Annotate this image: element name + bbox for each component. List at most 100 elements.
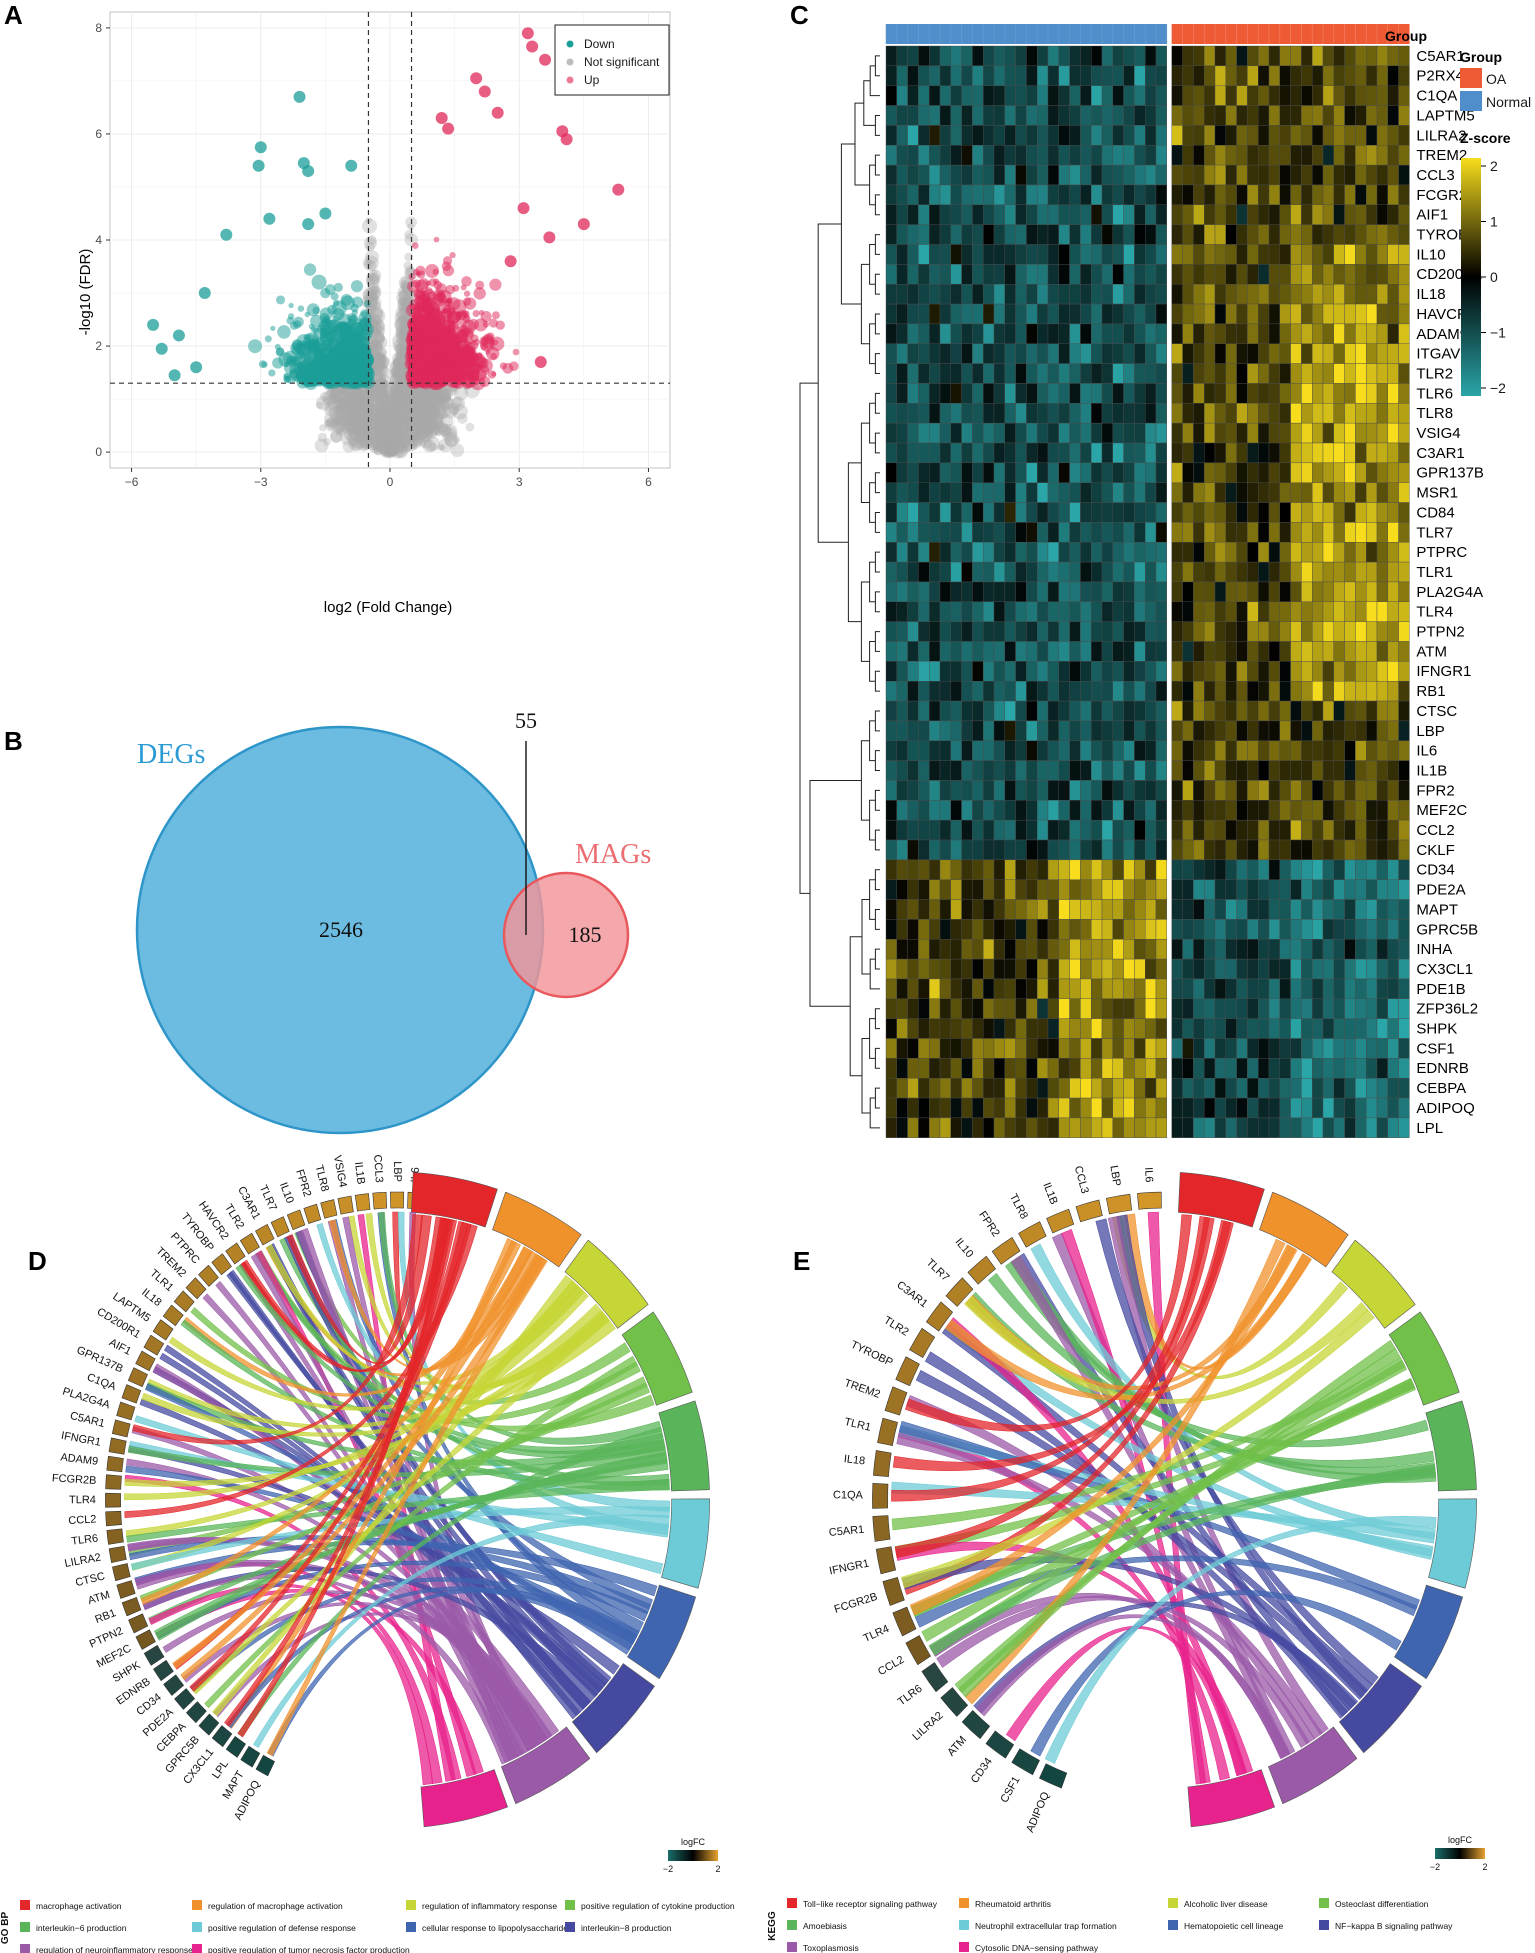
- ns-point: [418, 414, 430, 426]
- heatmap-cell: [1301, 65, 1313, 86]
- heatmap-cell: [939, 720, 952, 741]
- heatmap-cell: [907, 125, 919, 146]
- heatmap-cell: [1311, 363, 1324, 384]
- heatmap-cell: [972, 462, 984, 483]
- heatmap-cell: [929, 343, 941, 364]
- heatmap-cell: [993, 383, 1006, 404]
- ns-point: [371, 423, 381, 433]
- ns-point: [437, 395, 445, 403]
- heatmap-cell: [885, 284, 898, 305]
- heatmap-cell: [1123, 363, 1135, 384]
- heatmap-cell: [896, 125, 908, 146]
- heatmap-cell: [1333, 661, 1345, 682]
- heatmap-cell: [1290, 184, 1302, 205]
- heatmap-cell: [1058, 700, 1070, 722]
- down-point: [268, 369, 276, 377]
- heatmap-cell: [1015, 383, 1027, 404]
- heatmap-cell: [993, 641, 1006, 662]
- ns-point: [395, 388, 403, 396]
- heatmap-cell: [950, 442, 962, 464]
- heatmap-cell: [1376, 264, 1389, 285]
- heatmap-cell: [1301, 284, 1313, 305]
- heatmap-cell: [1247, 462, 1259, 483]
- heatmap-cell: [929, 422, 941, 444]
- ns-point: [431, 422, 440, 430]
- ns-point: [346, 395, 353, 402]
- ns-point: [393, 389, 406, 402]
- heatmap-cell: [961, 363, 973, 384]
- heatmap-cell: [885, 85, 898, 106]
- heatmap-cell: [929, 760, 941, 781]
- heatmap-cell: [1311, 681, 1324, 702]
- ns-point: [398, 432, 406, 440]
- heatmap-cell: [1333, 561, 1345, 583]
- ns-point: [382, 431, 391, 440]
- heatmap-cell: [1069, 681, 1081, 702]
- heatmap-cell: [929, 383, 941, 404]
- heatmap-cell: [1268, 621, 1281, 642]
- heatmap-cell: [1026, 542, 1038, 563]
- heatmap-cell: [1225, 482, 1237, 503]
- dendrogram-link: [849, 936, 862, 1077]
- ns-point: [329, 393, 339, 404]
- heatmap-cell: [1333, 164, 1345, 186]
- heatmap-cell: [939, 204, 952, 225]
- heatmap-cell: [972, 641, 984, 662]
- heatmap-cell: [907, 363, 919, 384]
- ns-point: [387, 433, 402, 448]
- ns-point: [388, 416, 402, 430]
- heatmap-cell: [950, 264, 962, 285]
- heatmap-cell: [950, 244, 962, 265]
- heatmap-cell: [1015, 224, 1027, 245]
- heatmap-cell: [972, 343, 984, 364]
- heatmap-cell: [1058, 343, 1070, 364]
- heatmap-cell: [1333, 383, 1345, 404]
- ns-point: [411, 398, 420, 407]
- heatmap-cell: [1279, 105, 1291, 126]
- ns-point: [329, 393, 339, 403]
- ns-point: [407, 412, 423, 429]
- heatmap-cell: [1355, 681, 1367, 702]
- heatmap-cell: [1268, 681, 1281, 702]
- ns-point: [375, 410, 388, 423]
- ns-point: [407, 223, 414, 230]
- ns-point: [416, 422, 432, 438]
- heatmap-cell: [1268, 164, 1281, 186]
- heatmap-cell: [1376, 681, 1389, 702]
- heatmap-cell: [896, 284, 908, 305]
- ns-point: [437, 395, 454, 411]
- heatmap-cell: [1193, 661, 1205, 682]
- heatmap-cell: [1193, 403, 1205, 424]
- ns-point: [404, 252, 413, 262]
- up-point: [430, 355, 437, 361]
- ns-point: [356, 395, 372, 410]
- dendrogram-link: [860, 740, 870, 821]
- heatmap-cell: [1311, 184, 1324, 205]
- heatmap-cell: [1268, 641, 1281, 662]
- heatmap-cell: [1376, 244, 1389, 265]
- heatmap-cell: [885, 343, 898, 364]
- heatmap-cell: [1257, 661, 1270, 682]
- ns-point: [335, 413, 349, 427]
- heatmap-cell: [1090, 601, 1103, 622]
- heatmap-cell: [1225, 65, 1237, 86]
- ns-point: [393, 413, 405, 426]
- heatmap-cell: [1026, 661, 1038, 682]
- heatmap-cell: [1279, 542, 1291, 563]
- heatmap-cell: [1322, 65, 1335, 86]
- down-point: [297, 305, 305, 312]
- heatmap-cell: [1355, 482, 1367, 503]
- ns-point: [355, 418, 367, 430]
- heatmap-cell: [1015, 303, 1027, 325]
- ns-point: [379, 392, 387, 400]
- heatmap-cell: [1155, 581, 1168, 603]
- heatmap-cell: [1257, 45, 1270, 67]
- dendrogram-link: [854, 102, 870, 186]
- heatmap-cell: [993, 403, 1006, 424]
- heatmap-cell: [1036, 740, 1049, 761]
- heatmap-cell: [972, 85, 984, 106]
- heatmap-cell: [896, 681, 908, 702]
- ns-point: [414, 429, 426, 441]
- heatmap-cell: [1058, 323, 1070, 344]
- heatmap-cell: [1236, 462, 1248, 483]
